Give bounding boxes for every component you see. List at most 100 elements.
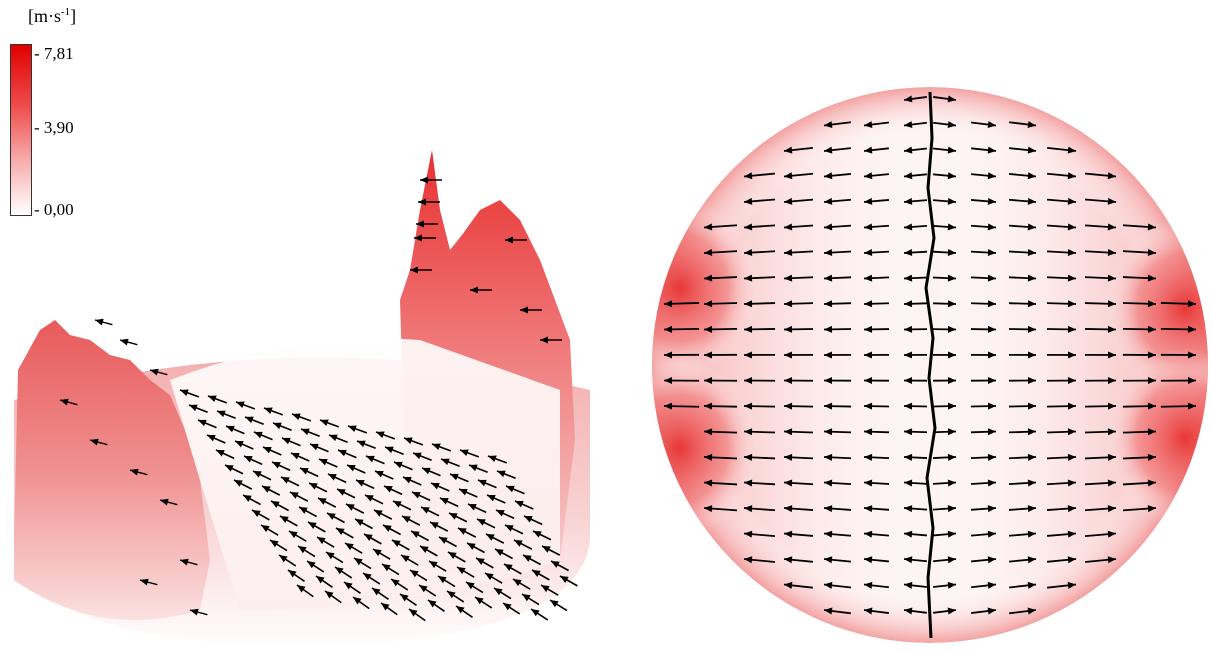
- velocity-arrow: [743, 223, 776, 231]
- velocity-arrow-3d: [402, 476, 422, 486]
- velocity-arrow: [743, 453, 776, 461]
- velocity-arrow: [1122, 479, 1157, 487]
- velocity-arrow: [1046, 479, 1077, 487]
- legend-tick-mid: - 3,90: [34, 118, 74, 137]
- velocity-arrow-3d: [456, 566, 475, 578]
- velocity-arrow: [823, 428, 852, 436]
- velocity-arrow-3d: [486, 494, 506, 504]
- velocity-arrow-3d: [224, 464, 244, 475]
- floor-plane: [170, 338, 560, 610]
- velocity-arrow: [863, 581, 889, 589]
- velocity-arrow: [970, 274, 997, 282]
- velocity-arrow-3d: [362, 572, 381, 585]
- velocity-arrow: [1008, 505, 1037, 513]
- velocity-arrow: [823, 581, 851, 589]
- velocity-arrow-3d: [437, 575, 456, 588]
- velocity-arrow: [903, 607, 927, 615]
- velocity-arrow-3d: [287, 569, 305, 582]
- velocity-arrow: [932, 197, 957, 205]
- velocity-arrow-3d: [420, 506, 440, 517]
- velocity-arrow: [1008, 249, 1037, 257]
- velocity-arrow: [1084, 428, 1117, 436]
- velocity-arrow: [1046, 249, 1077, 257]
- velocity-arrow: [932, 453, 957, 461]
- velocity-arrow: [1008, 479, 1037, 487]
- velocity-arrow-3d: [540, 336, 562, 344]
- velocity-arrow: [1084, 377, 1117, 385]
- velocity-arrow-3d: [505, 236, 527, 244]
- velocity-arrow: [1160, 402, 1197, 410]
- velocity-arrow-3d: [392, 500, 412, 511]
- velocity-arrow: [1122, 274, 1157, 282]
- velocity-arrow-3d: [391, 539, 410, 551]
- velocity-arrow-3d: [382, 524, 401, 536]
- velocity-arrow-3d: [299, 467, 319, 478]
- velocity-arrow-3d: [197, 419, 217, 429]
- velocity-arrow-3d: [468, 464, 488, 473]
- velocity-arrow: [863, 402, 890, 410]
- velocity-arrow: [783, 172, 814, 180]
- velocity-arrow: [1122, 300, 1157, 308]
- velocity-arrow-3d: [306, 560, 325, 573]
- left-wall-peak: [14, 320, 210, 620]
- velocity-arrow-3d: [493, 587, 512, 600]
- velocity-arrow: [932, 274, 957, 282]
- velocity-arrow-3d: [521, 593, 540, 606]
- velocity-arrow: [1122, 223, 1157, 231]
- velocity-arrow-3d: [59, 398, 78, 406]
- velocity-arrow-3d: [251, 509, 270, 521]
- velocity-arrow: [1122, 377, 1157, 385]
- velocity-arrow-3d: [343, 581, 361, 594]
- velocity-arrow-3d: [530, 608, 549, 621]
- velocity-arrow-3d: [272, 422, 292, 431]
- velocity-arrow-3d: [207, 395, 228, 404]
- velocity-arrow: [863, 223, 890, 231]
- velocity-arrow-3d: [263, 407, 284, 416]
- velocity-arrow: [932, 351, 957, 359]
- velocity-arrow: [783, 428, 814, 436]
- velocity-arrow: [970, 505, 997, 513]
- velocity-arrow: [1084, 530, 1117, 538]
- velocity-arrow: [863, 530, 890, 538]
- velocity-arrow: [1122, 351, 1157, 359]
- velocity-arrow: [903, 581, 927, 589]
- velocity-arrow: [932, 223, 957, 231]
- velocity-arrow: [863, 556, 889, 564]
- velocity-arrow-3d: [318, 458, 338, 468]
- velocity-arrow: [823, 274, 852, 282]
- velocity-arrow: [932, 530, 957, 538]
- velocity-arrow: [663, 325, 700, 333]
- velocity-arrow-3d: [411, 491, 431, 502]
- velocity-arrow-3d: [234, 440, 254, 450]
- velocity-arrow: [823, 325, 852, 333]
- velocity-arrow: [863, 325, 890, 333]
- velocity-arrow-3d: [427, 599, 445, 612]
- velocity-arrow-3d: [354, 518, 373, 530]
- velocity-arrow: [903, 479, 928, 487]
- velocity-arrow-3d: [559, 575, 578, 587]
- velocity-arrow-3d: [520, 306, 542, 314]
- velocity-arrow-3d: [448, 512, 468, 523]
- velocity-arrow: [783, 556, 814, 564]
- velocity-arrow: [783, 325, 814, 333]
- velocity-arrow: [1160, 351, 1197, 359]
- velocity-arrow: [1084, 453, 1117, 461]
- velocity-arrow: [863, 505, 890, 513]
- velocity-arrow: [743, 377, 776, 385]
- velocity-arrow: [903, 95, 927, 103]
- velocity-arrow-3d: [467, 503, 487, 514]
- velocity-arrow: [823, 607, 851, 615]
- velocity-arrow: [971, 556, 997, 564]
- velocity-arrow: [1046, 428, 1077, 436]
- velocity-arrow: [903, 530, 928, 538]
- velocity-arrow: [1008, 377, 1037, 385]
- velocity-arrow-3d: [470, 286, 492, 294]
- velocity-arrow-3d: [280, 476, 300, 487]
- velocity-arrow-3d: [465, 581, 484, 594]
- velocity-arrow-3d: [149, 368, 168, 376]
- velocity-arrow-3d: [327, 473, 347, 484]
- velocity-arrow-3d: [326, 512, 345, 524]
- velocity-arrow-3d: [372, 548, 391, 560]
- velocity-arrow: [1084, 300, 1117, 308]
- velocity-arrow: [783, 300, 814, 308]
